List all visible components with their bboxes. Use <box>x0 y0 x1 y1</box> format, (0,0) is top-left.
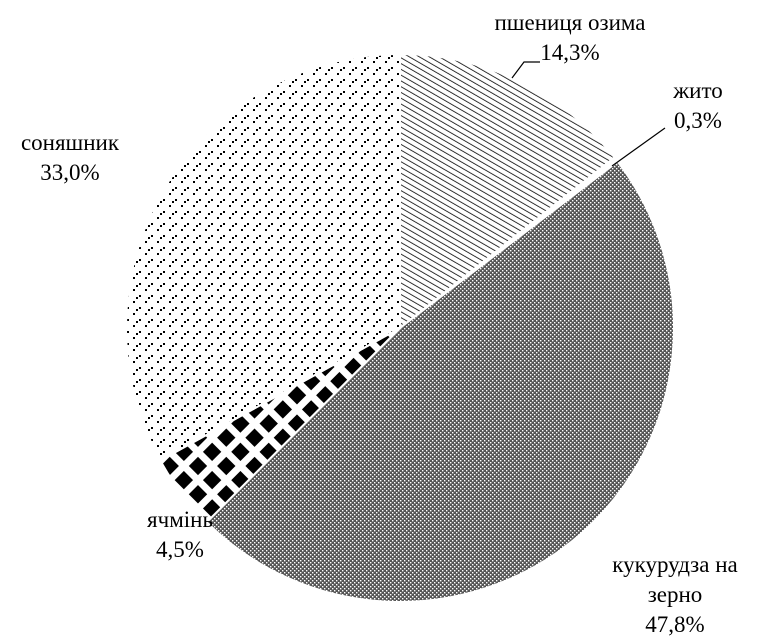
leader-line <box>611 127 666 167</box>
slice-label: ячмінь 4,5% <box>130 505 230 565</box>
slice-label: жито 0,3% <box>648 76 748 136</box>
label-name: жито <box>673 78 723 103</box>
label-value: 14,3% <box>540 40 600 65</box>
pie-slice <box>399 52 616 331</box>
label-name: пшениця озима <box>494 10 646 35</box>
pie-slice <box>125 52 401 462</box>
label-name: соняшник <box>20 130 120 155</box>
label-name: ячмінь <box>147 507 213 532</box>
pie-slice <box>205 160 676 603</box>
slice-label: соняшник 33,0% <box>5 128 135 188</box>
slice-label: кукурудза на зерно 47,8% <box>590 550 760 640</box>
leader-line <box>511 61 540 79</box>
label-value: 0,3% <box>674 108 722 133</box>
label-value: 4,5% <box>156 537 204 562</box>
label-value: 47,8% <box>645 612 705 637</box>
label-value: 33,0% <box>40 160 100 185</box>
slice-label: пшениця озима 14,3% <box>480 8 660 68</box>
label-name: кукурудза на зерно <box>612 552 738 607</box>
